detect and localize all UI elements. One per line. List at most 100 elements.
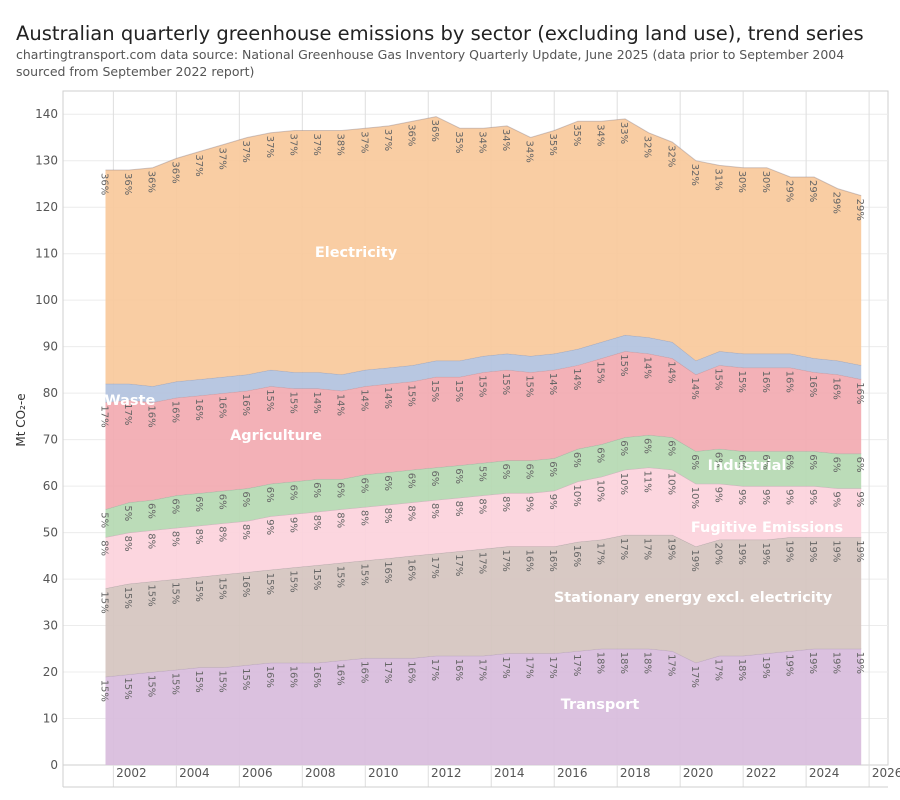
percent-label: 19% [831, 652, 842, 674]
percent-label: 15% [122, 677, 133, 699]
series-label-waste: Waste [105, 393, 156, 409]
percent-label: 5% [99, 512, 110, 528]
series-label-electricity: Electricity [315, 245, 398, 261]
percent-label: 15% [406, 385, 417, 407]
percent-label: 11% [642, 471, 653, 493]
percent-label: 36% [99, 173, 110, 195]
percent-label: 17% [642, 538, 653, 560]
percent-label: 16% [287, 666, 298, 688]
percent-label: 37% [193, 154, 204, 176]
percent-label: 15% [335, 566, 346, 588]
percent-label: 15% [146, 584, 157, 606]
percent-label: 37% [264, 136, 275, 158]
percent-label: 17% [476, 659, 487, 681]
percent-label: 33% [618, 122, 629, 144]
percent-label: 15% [453, 380, 464, 402]
x-tick-label: 2008 [305, 766, 336, 780]
y-tick-label: 70 [43, 433, 58, 447]
series-label-transport: Transport [561, 697, 640, 713]
percent-label: 15% [122, 587, 133, 609]
percent-label: 15% [713, 368, 724, 390]
percent-label: 36% [406, 124, 417, 146]
percent-label: 29% [783, 180, 794, 202]
percent-label: 16% [524, 550, 535, 572]
percent-label: 17% [99, 405, 110, 427]
x-tick-label: 2020 [683, 766, 714, 780]
percent-label: 16% [571, 545, 582, 567]
percent-label: 9% [524, 496, 535, 512]
percent-label: 9% [760, 489, 771, 505]
percent-label: 38% [335, 134, 346, 156]
percent-label: 37% [240, 141, 251, 163]
percent-label: 15% [169, 582, 180, 604]
percent-label: 34% [500, 129, 511, 151]
percent-label: 6% [264, 487, 275, 503]
percent-label: 19% [736, 543, 747, 565]
area-industrial [105, 435, 862, 538]
percent-label: 19% [783, 654, 794, 676]
percent-label: 37% [358, 131, 369, 153]
percent-label: 15% [146, 675, 157, 697]
percent-label: 6% [807, 454, 818, 470]
percent-label: 15% [618, 354, 629, 376]
x-tick-label: 2018 [620, 766, 651, 780]
percent-label: 18% [642, 652, 653, 674]
percent-label: 8% [99, 540, 110, 556]
percent-label: 17% [665, 654, 676, 676]
percent-label: 31% [713, 168, 724, 190]
percent-label: 6% [571, 452, 582, 468]
area-stationary-energy-excl-electricity [105, 534, 862, 677]
percent-label: 36% [122, 173, 133, 195]
percent-label: 15% [193, 670, 204, 692]
percent-label: 15% [99, 591, 110, 613]
percent-label: 6% [595, 447, 606, 463]
y-tick-label: 140 [35, 107, 58, 121]
x-tick-label: 2026 [872, 766, 900, 780]
percent-label: 8% [476, 498, 487, 514]
percent-label: 19% [807, 540, 818, 562]
area-electricity [105, 116, 862, 387]
percent-label: 37% [382, 129, 393, 151]
percent-label: 10% [595, 480, 606, 502]
percent-label: 19% [665, 538, 676, 560]
percent-label: 9% [713, 487, 724, 503]
x-tick-label: 2012 [431, 766, 462, 780]
percent-label: 6% [760, 454, 771, 470]
axes: 0 10 20 30 40 50 60 70 80 90 100 110 120 130 140 2002 20… [35, 91, 900, 788]
y-tick-label: 120 [35, 200, 58, 214]
percent-label: 6% [193, 496, 204, 512]
percent-label: 36% [146, 171, 157, 193]
percent-label: 9% [736, 489, 747, 505]
percent-label: 17% [524, 656, 535, 678]
percent-label: 17% [382, 661, 393, 683]
percent-label: 18% [595, 652, 606, 674]
series-label-industrial: Industrial [708, 458, 787, 474]
percent-label: 8% [429, 503, 440, 519]
x-tick-label: 2002 [116, 766, 147, 780]
percent-label: 16% [406, 661, 417, 683]
percent-label: 9% [807, 489, 818, 505]
percent-label: 14% [642, 357, 653, 379]
percent-label: 15% [524, 375, 535, 397]
percent-label: 19% [689, 550, 700, 572]
percent-label: 17% [429, 557, 440, 579]
percent-label: 6% [382, 475, 393, 491]
percent-label: 19% [854, 652, 865, 674]
percent-label: 6% [524, 464, 535, 480]
y-tick-label: 90 [43, 340, 58, 354]
area-fugitive-emissions [105, 467, 862, 589]
percent-label: 9% [287, 517, 298, 533]
area-agriculture [105, 351, 862, 510]
percent-label: 37% [311, 134, 322, 156]
area-waste [105, 335, 862, 403]
percent-label: 9% [783, 489, 794, 505]
percent-label: 15% [240, 668, 251, 690]
percent-label: 15% [287, 570, 298, 592]
percent-label: 10% [689, 487, 700, 509]
percent-label: 16% [760, 371, 771, 393]
percent-label: 6% [547, 461, 558, 477]
y-tick-label: 130 [35, 154, 58, 168]
percent-label: 15% [287, 392, 298, 414]
percent-label: 14% [358, 389, 369, 411]
percent-label: 15% [429, 380, 440, 402]
